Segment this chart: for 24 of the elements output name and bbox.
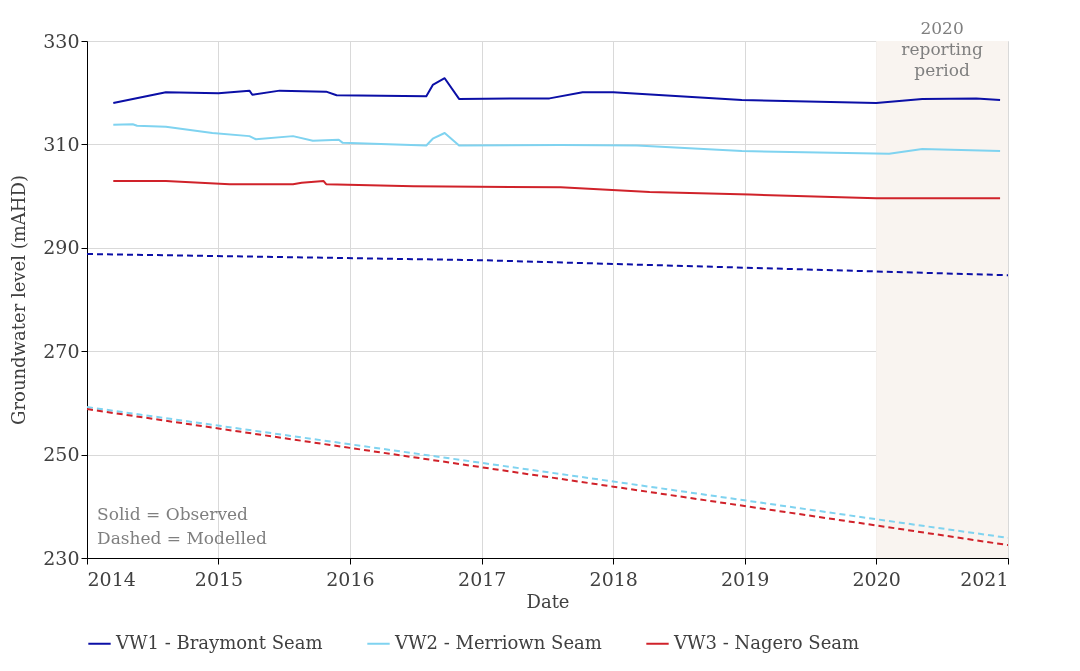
line-series (112, 180, 1002, 200)
annotation: Dashed = Modelled (97, 528, 267, 548)
y-tick-label: 250 (43, 443, 80, 466)
x-tick-label: 2021 (960, 567, 1009, 590)
y-tick-label: 290 (43, 236, 80, 259)
x-tick-label: 2015 (194, 567, 244, 590)
y-tick-label: 310 (43, 132, 80, 155)
x-tick-label: 2019 (721, 567, 770, 590)
band-label: 2020 reporting period (901, 18, 983, 80)
x-axis-title: Date (526, 590, 570, 612)
annotation: Solid = Observed (97, 504, 249, 524)
x-tick-label: 2018 (589, 567, 638, 590)
y-tick-label: 230 (43, 546, 80, 569)
legend-label: VW3 - Nagero Seam (673, 631, 860, 653)
x-tick-label: 2017 (458, 567, 507, 590)
legend-label: VW1 - Braymont Seam (115, 631, 323, 653)
y-axis-title: Groundwater level (mAHD) (8, 175, 30, 425)
x-tick-label: 2020 (852, 567, 901, 590)
x-tick-label: 2016 (326, 567, 375, 590)
x-tick-label: 2014 (87, 567, 136, 590)
y-tick-label: 270 (43, 339, 80, 362)
legend-label: VW2 - Merriown Seam (394, 631, 602, 653)
line-series (112, 123, 1002, 155)
y-tick-label: 330 (43, 29, 80, 52)
